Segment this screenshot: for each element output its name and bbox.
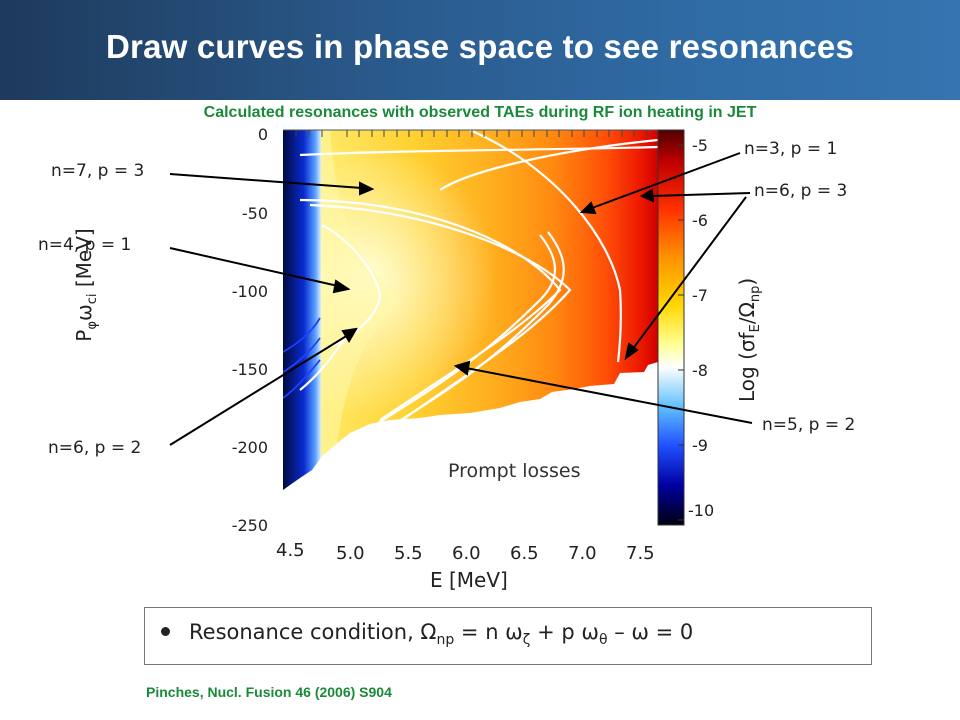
annotation-label: n=4, p = 1 [38, 235, 132, 255]
y-tick-label: -50 [242, 204, 268, 223]
bullet-dot [161, 627, 170, 636]
colorbar [657, 129, 685, 526]
colorbar-label-sub1: E [748, 324, 763, 333]
colorbar-tick-label: -6 [692, 211, 708, 230]
colorbar-label-mid: /Ω [735, 302, 759, 325]
colorbar-label: Log (σfE/Ωnp) [735, 172, 763, 402]
y-tick-labels: 0 -50 -100 -150 -200 -250 [232, 125, 268, 535]
x-tick-labels: 4.5 5.0 5.5 6.0 6.5 7.0 7.5 [276, 540, 655, 564]
x-axis-label: E [MeV] [430, 568, 508, 592]
arrow-n4-p1 [169, 247, 339, 287]
x-tick-label: 7.0 [568, 543, 597, 564]
top-ticks [295, 130, 648, 137]
annotation-label: n=3, p = 1 [744, 139, 838, 159]
arrow-n6-p2 [169, 334, 349, 446]
y-tick-label: -250 [232, 516, 268, 535]
arrow-n7-p3 [169, 173, 363, 189]
y-axis-label-unit: [MeV] [72, 228, 96, 288]
y-axis-label-main: P [72, 329, 96, 342]
y-axis-label-sub: φ [85, 321, 100, 330]
y-tick-label: -150 [232, 360, 268, 379]
x-tick-label: 5.0 [336, 543, 365, 564]
y-axis-label: Pφωci [MeV] [72, 170, 100, 400]
colorbar-ticks [678, 144, 684, 521]
y-tick-label: -200 [232, 438, 268, 457]
slide-title: Draw curves in phase space to see resona… [106, 28, 854, 65]
colorbar-tick-labels: -5 -6 -7 -8 -9 -10 [688, 136, 714, 520]
curve-n7-p3 [299, 145, 658, 157]
bullet-prefix: Resonance condition, Ω [189, 620, 437, 644]
chart-subtitle: Calculated resonances with observed TAEs… [203, 104, 757, 121]
curve-n6-p3 [469, 130, 622, 363]
colorbar-label-suffix: ) [735, 277, 759, 286]
y-axis-label-sub2: ci [85, 293, 100, 305]
region-label: Prompt losses [448, 460, 581, 482]
colorbar-label-prefix: Log (σf [735, 332, 759, 402]
bullet-sub1: np [436, 632, 455, 649]
title-bar [0, 0, 960, 100]
bullet-suffix: – ω = 0 [607, 620, 694, 644]
arrow-n6-p3-a [651, 192, 751, 197]
arrow-n6-p3-b [631, 196, 747, 351]
blue-curves [283, 317, 321, 399]
curve-n5-p2-b [369, 231, 565, 441]
arrow-n3-p1 [591, 152, 741, 209]
x-tick-label: 7.5 [626, 543, 655, 564]
y-tick-label: 0 [258, 125, 268, 144]
annotation-label: n=6, p = 3 [754, 181, 848, 201]
bullet-sub2: ζ [522, 632, 531, 649]
curve-n5-p2 [359, 234, 556, 436]
y-tick-label: -100 [232, 282, 268, 301]
colorbar-tick-label: -10 [688, 501, 714, 520]
colorbar-label-sub2: np [748, 285, 763, 303]
annotation-label: n=7, p = 3 [51, 161, 145, 181]
reference-citation: Pinches, Nucl. Fusion 46 (2006) S904 [146, 684, 392, 700]
bullet-mid2: + p ω [530, 620, 599, 644]
annotation-label: n=6, p = 2 [48, 438, 142, 458]
x-tick-label: 6.5 [510, 543, 539, 564]
annotation-label: n=5, p = 2 [762, 415, 856, 435]
x-tick-label: 5.5 [394, 543, 423, 564]
colorbar-tick-label: -7 [692, 286, 708, 305]
annotation-arrows [169, 152, 753, 446]
y-axis-label-main2: ω [72, 304, 96, 322]
arrow-n5-p2 [465, 367, 753, 424]
bullet-sub3: θ [598, 632, 608, 649]
colorbar-tick-label: -9 [692, 436, 708, 455]
resonance-condition-text: Resonance condition, Ωnp = n ωζ + p ωθ –… [189, 620, 693, 648]
x-tick-label: 4.5 [276, 540, 305, 561]
x-tick-label: 6.0 [452, 543, 481, 564]
bullet-box: Resonance condition, Ωnp = n ωζ + p ωθ –… [144, 607, 872, 665]
colorbar-tick-label: -5 [692, 136, 708, 155]
bullet-mid1: = n ω [454, 620, 523, 644]
colorbar-tick-label: -8 [692, 361, 708, 380]
